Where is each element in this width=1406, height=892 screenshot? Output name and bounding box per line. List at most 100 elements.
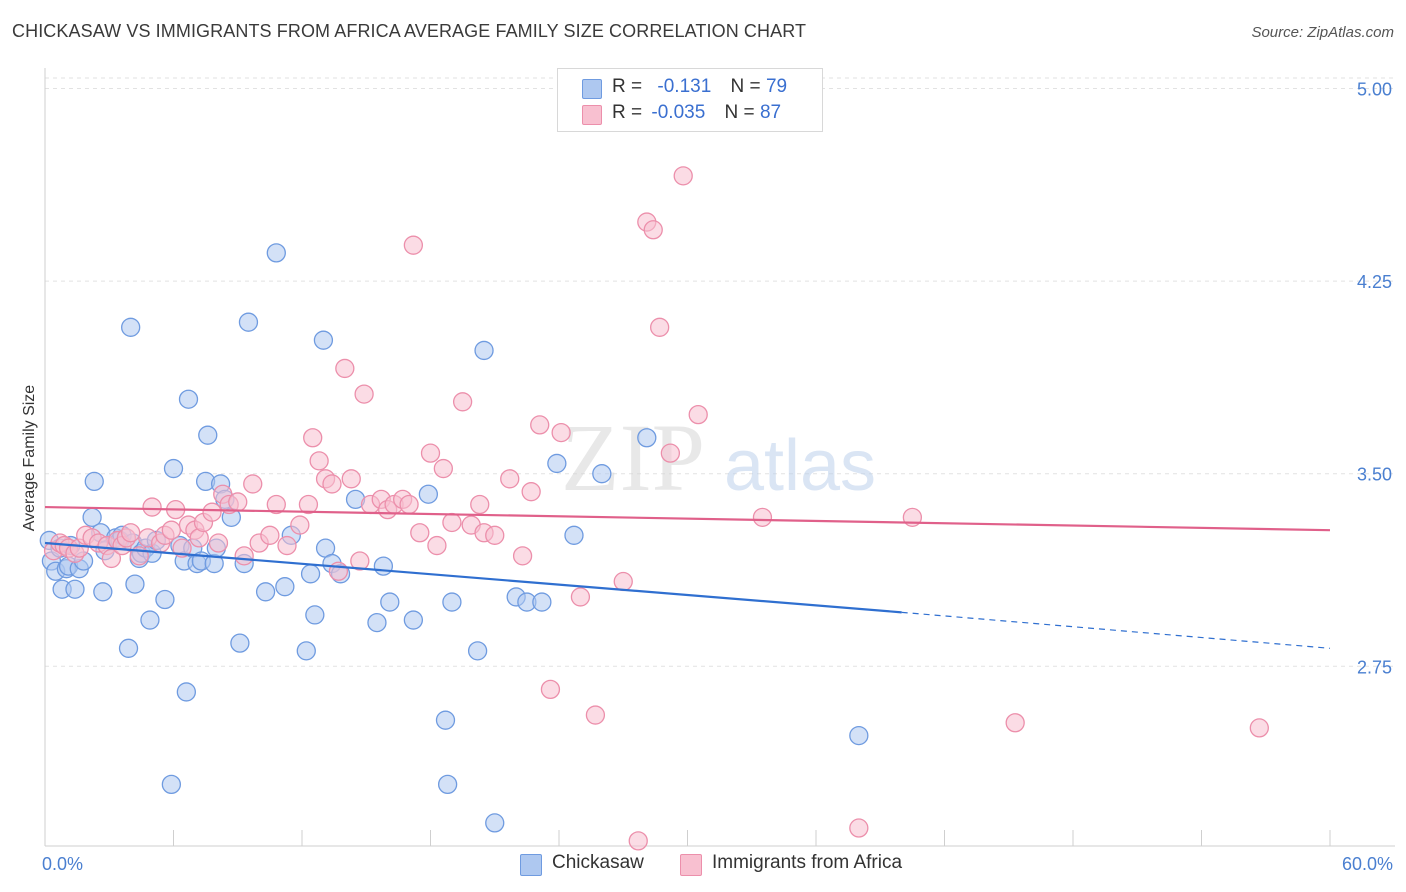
chickasaw-point xyxy=(65,579,85,599)
africa-point xyxy=(243,474,263,494)
africa-point xyxy=(551,422,571,443)
x-tick-label-min: 0.0% xyxy=(42,854,83,874)
chickasaw-point xyxy=(380,592,400,612)
africa-point xyxy=(277,535,297,556)
africa-point xyxy=(613,571,633,592)
legend-swatch-chickasaw xyxy=(582,79,602,99)
axes xyxy=(44,68,1395,847)
chickasaw-point xyxy=(373,556,394,576)
series-label-chickasaw: Chickasaw xyxy=(552,852,644,873)
africa-point xyxy=(433,458,454,479)
trend-lines xyxy=(44,505,1331,649)
chickasaw-point xyxy=(198,425,218,445)
legend-n-value-chickasaw: 79 xyxy=(765,76,788,97)
chickasaw-point xyxy=(93,582,113,602)
africa-point xyxy=(399,494,419,515)
chickasaw-point xyxy=(305,605,325,625)
africa-point xyxy=(512,546,533,566)
x-tick-label-max: 60.0% xyxy=(1342,854,1393,874)
chickasaw-point xyxy=(255,582,276,602)
chickasaw-point xyxy=(467,641,488,661)
chickasaw-point xyxy=(367,612,387,633)
chickasaw-point xyxy=(403,610,424,630)
africa-point xyxy=(260,525,280,545)
chickasaw-point xyxy=(592,464,612,484)
y-axis-title: Average Family Size xyxy=(21,385,38,532)
africa-point xyxy=(849,818,869,838)
africa-point xyxy=(521,482,541,502)
chickasaw-point xyxy=(230,633,250,653)
chickasaw-point xyxy=(637,428,657,448)
africa-point xyxy=(303,428,323,448)
africa-point xyxy=(452,392,473,412)
africa-point xyxy=(530,415,550,435)
africa-point xyxy=(570,587,591,607)
africa-point xyxy=(752,507,773,527)
legend-r-label: R = xyxy=(612,76,643,97)
africa-points xyxy=(43,166,1269,851)
chickasaw-point xyxy=(485,813,505,833)
chickasaw-point xyxy=(474,340,494,361)
africa-point xyxy=(161,520,182,540)
africa-point xyxy=(673,166,693,186)
chickasaw-point xyxy=(178,389,199,409)
chickasaw-point xyxy=(849,725,869,746)
chickasaw-point xyxy=(547,453,567,474)
correlation-legend: R = -0.131 N = 79 R = -0.035 N = 87 xyxy=(557,68,823,132)
chickasaw-point xyxy=(442,592,462,612)
africa-point xyxy=(660,443,681,463)
africa-point xyxy=(485,525,505,545)
africa-point xyxy=(1249,718,1269,738)
watermark: ZIP atlas xyxy=(561,404,876,511)
chickasaw-point xyxy=(418,484,439,504)
chickasaw-point xyxy=(296,641,316,661)
africa-point xyxy=(442,512,462,533)
series-swatch-chickasaw xyxy=(520,854,542,876)
chickasaw-point xyxy=(84,471,104,492)
chickasaw-point xyxy=(266,243,286,263)
chickasaw-point xyxy=(161,774,182,795)
chickasaw-point xyxy=(121,317,141,337)
y-tick-label: 4.25 xyxy=(1357,272,1392,292)
africa-point xyxy=(500,469,520,489)
africa-point xyxy=(354,384,374,404)
africa-point xyxy=(298,494,319,515)
africa-point xyxy=(202,502,222,522)
africa-point xyxy=(142,497,162,517)
chickasaw-point xyxy=(437,774,458,795)
chickasaw-point xyxy=(163,458,184,479)
legend-r-value-chickasaw: -0.131 xyxy=(657,76,712,97)
africa-point xyxy=(228,492,248,512)
chickasaw-point xyxy=(300,564,321,584)
africa-point xyxy=(420,443,441,463)
y-tick-label: 3.50 xyxy=(1357,465,1392,485)
africa-point xyxy=(328,561,349,581)
africa-point xyxy=(1005,713,1025,733)
legend-n-label: N = xyxy=(724,102,755,123)
y-tick-label: 2.75 xyxy=(1357,657,1392,677)
watermark-zip: ZIP xyxy=(561,404,705,511)
chickasaw-point xyxy=(435,710,456,730)
africa-point xyxy=(650,317,670,337)
africa-point xyxy=(341,469,361,489)
africa-point xyxy=(350,551,370,571)
chart-title: CHICKASAW VS IMMIGRANTS FROM AFRICA AVER… xyxy=(12,21,807,41)
africa-point xyxy=(470,494,490,515)
y-tick-label: 5.00 xyxy=(1357,80,1392,100)
series-swatch-africa xyxy=(680,854,702,876)
source-label: Source: ZipAtlas.com xyxy=(1251,24,1394,41)
africa-point xyxy=(290,515,310,535)
africa-trend-line xyxy=(44,505,1331,532)
chickasaw-trend-extension xyxy=(901,611,1331,649)
africa-point xyxy=(266,494,286,515)
africa-point xyxy=(628,831,648,851)
gridlines xyxy=(45,77,1395,667)
chickasaw-point xyxy=(564,525,584,545)
africa-point xyxy=(643,220,663,240)
africa-point xyxy=(688,404,708,425)
chickasaw-point xyxy=(275,577,295,597)
africa-point xyxy=(410,523,430,543)
africa-point xyxy=(427,535,447,556)
chickasaw-point xyxy=(155,589,175,610)
